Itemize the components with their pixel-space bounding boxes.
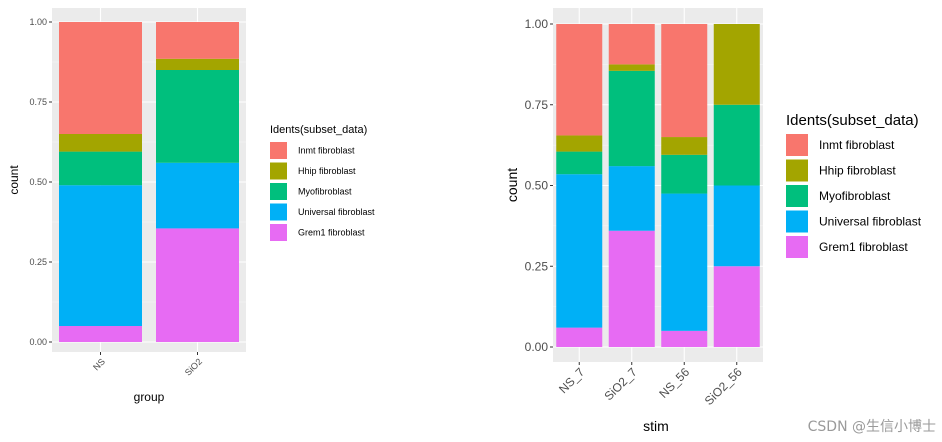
chart-panel-1: 0.00 0.25 0.50 0.75 1.00 NS SiO2 group count Iden… [7,8,375,404]
legend-key [786,236,808,258]
legend-label: Inmt fibroblast [819,138,895,152]
bar-segment-myofibroblast [59,151,142,186]
x-tick-label: SiO2_56 [702,365,745,408]
y-tick-label: 0.00 [29,337,47,347]
legend-key [786,159,808,182]
bar-segment-universal-fibroblast [156,162,239,229]
y-tick-label: 1.00 [525,17,549,31]
legend-label: Hhip fibroblast [298,166,356,176]
x-tick-label: NS_56 [656,365,692,401]
bar-segment-grem1-fibroblast [608,230,655,347]
bar-segment-grem1-fibroblast [661,330,708,347]
bar-segment-myofibroblast [608,70,655,167]
bar-segment-inmt-fibroblast [661,24,708,138]
legend-key [270,224,287,241]
legend-label: Universal fibroblast [298,207,375,217]
y-tick-label: 0.25 [525,259,549,273]
x-tick-label: SiO2_7 [601,365,639,403]
legend-key [270,203,287,221]
bar-segment-hhip-fibroblast [713,24,760,105]
bar-segment-hhip-fibroblast [661,137,708,155]
x-tick-label: SiO2 [183,356,204,377]
legend-title: Idents(subset_data) [786,112,919,129]
x-tick-label: NS_7 [556,365,587,396]
legend-label: Grem1 fibroblast [819,240,908,254]
legend-key [270,142,287,159]
bar-segment-hhip-fibroblast [156,58,239,70]
legend-label: Myofibroblast [819,189,891,203]
y-axis-title: count [504,168,520,202]
legend-key [786,134,808,156]
bar-segment-universal-fibroblast [59,185,142,326]
y-tick-label: 0.25 [29,257,47,267]
legend-label: Hhip fibroblast [819,164,896,178]
y-tick-label: 0.00 [525,340,549,354]
y-tick-label: 0.50 [525,179,549,193]
bar-segment-universal-fibroblast [608,166,655,231]
legend-key [786,210,808,233]
bar-segment-grem1-fibroblast [156,228,239,342]
legend-label: Myofibroblast [298,187,352,197]
bar-segment-myofibroblast [713,104,760,186]
bar-segment-inmt-fibroblast [59,22,142,134]
bar-segment-grem1-fibroblast [713,266,760,347]
legend-label: Inmt fibroblast [298,146,355,156]
chart-panel-2: 0.00 0.25 0.50 0.75 1.00 NS_7 SiO2_7 NS_56 SiO2_… [504,8,922,434]
bar-segment-universal-fibroblast [661,193,708,331]
bar-segment-inmt-fibroblast [156,22,239,59]
csdn-watermark: CSDN @生信小博士 [807,419,936,435]
bar-segment-universal-fibroblast [556,174,603,328]
y-tick-label: 0.50 [29,177,47,187]
bar-segment-inmt-fibroblast [608,24,655,65]
y-tick-label: 1.00 [29,17,47,27]
x-axis-title: stim [643,418,669,434]
x-tick-label: NS [91,356,107,372]
bar-segment-myofibroblast [661,154,708,194]
bar-segment-hhip-fibroblast [608,64,655,71]
bar-segment-grem1-fibroblast [556,327,603,347]
bar-segment-hhip-fibroblast [59,134,142,152]
legend-key [786,185,808,207]
y-tick-label: 0.75 [29,97,47,107]
legend-key [270,183,287,200]
legend-label: Grem1 fibroblast [298,228,365,238]
x-axis-title: group [134,390,165,404]
bar-segment-inmt-fibroblast [556,24,603,136]
legend-label: Universal fibroblast [819,215,922,229]
bar-segment-universal-fibroblast [713,185,760,267]
y-axis-title: count [7,165,21,195]
bar-segment-myofibroblast [156,70,239,163]
bar-segment-myofibroblast [556,151,603,175]
bar-segment-hhip-fibroblast [556,135,603,152]
bar-segment-grem1-fibroblast [59,326,142,342]
y-tick-label: 0.75 [525,98,549,112]
legend-key [270,162,287,180]
legend-title: Idents(subset_data) [270,124,367,136]
